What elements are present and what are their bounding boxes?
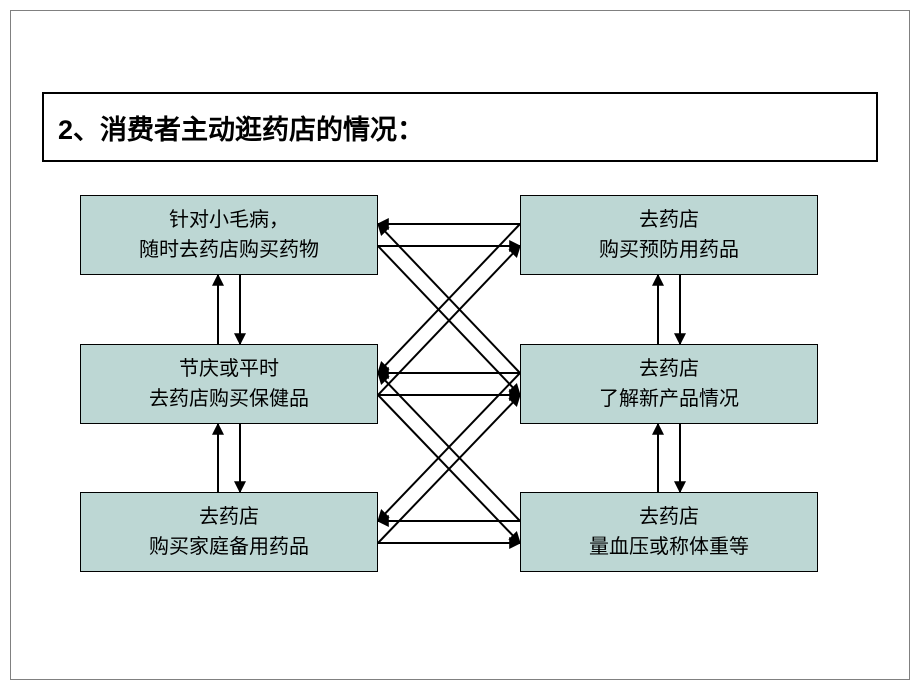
node-n3-line2: 去药店购买保健品 (149, 384, 309, 414)
node-n5-line1: 去药店 (199, 502, 259, 532)
diagram-title-text: 2、消费者主动逛药店的情况： (58, 108, 424, 147)
node-n4-line2: 了解新产品情况 (599, 384, 739, 414)
node-n6: 去药店量血压或称体重等 (520, 492, 818, 572)
node-n4-line1: 去药店 (639, 354, 699, 384)
node-n2-line1: 去药店 (639, 205, 699, 235)
node-n1-line1: 针对小毛病， (169, 205, 289, 235)
node-n2-line2: 购买预防用药品 (599, 235, 739, 265)
node-n5: 去药店购买家庭备用药品 (80, 492, 378, 572)
node-n6-line1: 去药店 (639, 502, 699, 532)
node-n4: 去药店了解新产品情况 (520, 344, 818, 424)
node-n2: 去药店购买预防用药品 (520, 195, 818, 275)
node-n1-line2: 随时去药店购买药物 (139, 235, 319, 265)
node-n3: 节庆或平时去药店购买保健品 (80, 344, 378, 424)
node-n6-line2: 量血压或称体重等 (589, 532, 749, 562)
node-n1: 针对小毛病，随时去药店购买药物 (80, 195, 378, 275)
diagram-title-box: 2、消费者主动逛药店的情况： (42, 92, 878, 162)
node-n3-line1: 节庆或平时 (179, 354, 279, 384)
node-n5-line2: 购买家庭备用药品 (149, 532, 309, 562)
